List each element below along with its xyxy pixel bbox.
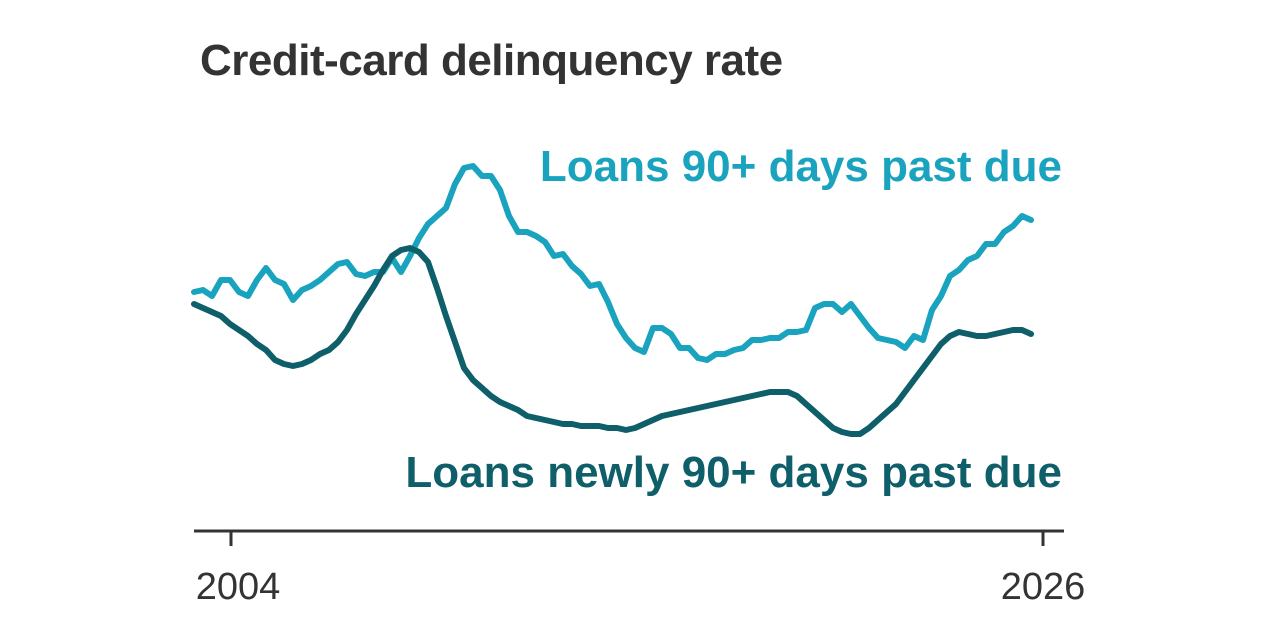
series-label-90-plus: Loans 90+ days past due [540, 142, 1062, 191]
series-line-newly-90-plus [191, 245, 1034, 437]
series-label-newly-90-plus: Loans newly 90+ days past due [405, 448, 1062, 497]
x-tick-label-2026: 2026 [1001, 566, 1086, 608]
chart-title: Credit-card delinquency rate [200, 36, 783, 85]
series-group [191, 163, 1034, 437]
series-line-90-plus [191, 163, 1034, 363]
x-tick-label-2004: 2004 [196, 566, 281, 608]
